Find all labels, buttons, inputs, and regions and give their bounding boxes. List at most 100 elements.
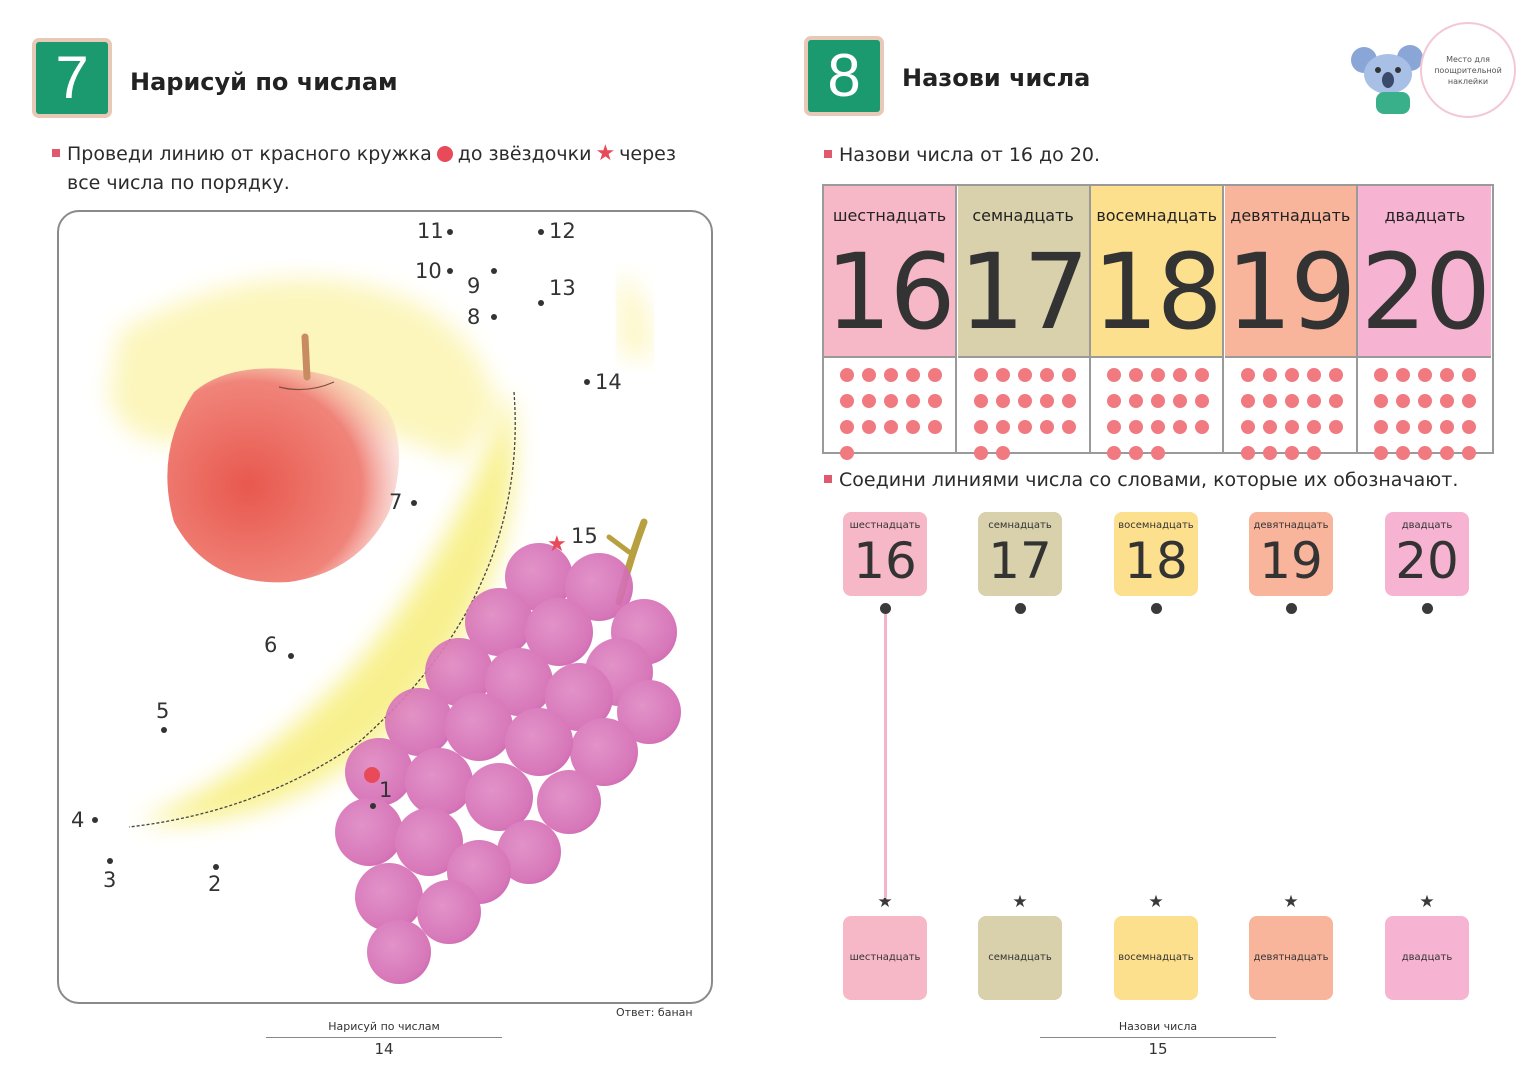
count-dot (1039, 420, 1054, 434)
count-dot (1173, 394, 1188, 408)
instruction-text: все числа по порядку. (67, 172, 290, 194)
connect-star-icon[interactable]: ★ (1012, 892, 1028, 912)
count-dot (1151, 446, 1166, 460)
connect-star-icon[interactable]: ★ (1148, 892, 1164, 912)
count-dot (906, 420, 920, 434)
word-card: двадцать (1385, 916, 1469, 1000)
answer-text: Ответ: банан (616, 1006, 693, 1019)
count-dot (1462, 394, 1477, 408)
connect-dot[interactable] (1286, 603, 1297, 614)
number-digit: 16 (825, 231, 955, 353)
footer-divider (266, 1037, 502, 1038)
number-table: шестнадцать 16 семнадцать 17 восемнадцать 18 д… (822, 184, 1494, 460)
count-dot (1107, 446, 1122, 460)
number-cell: шестнадцать 16 (824, 186, 956, 358)
number-card: шестнадцать 16 (843, 512, 927, 596)
card-word: шестнадцать (849, 520, 921, 531)
connect-dot[interactable] (1151, 603, 1162, 614)
bullet-marker (52, 149, 60, 157)
svg-text:★: ★ (547, 532, 567, 557)
card-digit: 16 (853, 532, 917, 590)
word-card: девятнадцать (1249, 916, 1333, 1000)
count-dot (995, 394, 1010, 408)
card-digit: 20 (1395, 532, 1459, 590)
number-column: семнадцать 17 (957, 186, 1091, 460)
red-star-icon: ★ (595, 141, 616, 166)
count-dot (840, 420, 854, 434)
number-column: шестнадцать 16 (824, 186, 957, 460)
count-dot (1039, 368, 1054, 382)
count-dot (1107, 394, 1122, 408)
number-digit: 18 (1092, 231, 1223, 353)
count-dot (862, 420, 876, 434)
count-dot (1440, 368, 1455, 382)
count-dot (973, 368, 988, 382)
card-word: восемнадцать (1118, 952, 1194, 963)
dot-label: 5 (156, 699, 170, 723)
count-dot (1195, 420, 1210, 434)
card-word: семнадцать (988, 952, 1052, 963)
number-column: восемнадцать 18 (1091, 186, 1225, 460)
dot-count (1370, 364, 1482, 468)
fruit-illustration: ★ (109, 272, 681, 984)
count-dot (1262, 420, 1277, 434)
dot-point (491, 268, 497, 274)
count-dot (862, 394, 876, 408)
connect-dot[interactable] (1015, 603, 1026, 614)
dot-label: 7 (389, 490, 403, 514)
dot-point (161, 727, 167, 733)
number-cell: девятнадцать 19 (1224, 186, 1356, 358)
dot-point (107, 858, 113, 864)
task-number-badge: 8 (808, 40, 880, 112)
card-word: девятнадцать (1253, 520, 1329, 531)
instruction: Назови числа от 16 до 20. (824, 141, 1100, 170)
number-word: шестнадцать (832, 206, 947, 225)
count-dot (1129, 368, 1144, 382)
count-dot (1262, 394, 1277, 408)
number-column: двадцать 20 (1358, 186, 1492, 460)
dot-point (370, 803, 376, 809)
count-dot (1328, 394, 1343, 408)
footer-title: Назови числа (1118, 1020, 1198, 1033)
count-dot (1396, 368, 1411, 382)
number-digit: 19 (1226, 231, 1356, 353)
count-dot (840, 446, 854, 460)
number-card: двадцать 20 (1385, 512, 1469, 596)
card-digit: 17 (988, 532, 1052, 590)
connect-dot[interactable] (1422, 603, 1433, 614)
count-dot (1418, 446, 1433, 460)
count-dot (973, 394, 988, 408)
number-column: девятнадцать 19 (1224, 186, 1358, 460)
number-cell: восемнадцать 18 (1091, 186, 1223, 358)
dot-point (411, 500, 417, 506)
count-dot (1440, 420, 1455, 434)
count-dot (1284, 368, 1299, 382)
dot-label: 9 (467, 274, 481, 298)
dot-label: 13 (549, 276, 576, 300)
count-dot (1240, 368, 1255, 382)
dot-label: 3 (103, 868, 117, 892)
count-dot (1418, 394, 1433, 408)
connect-star-icon[interactable]: ★ (1283, 892, 1299, 912)
count-dot (1017, 420, 1032, 434)
count-dot (1262, 446, 1277, 460)
card-word: девятнадцать (1253, 952, 1329, 963)
number-word: восемнадцать (1096, 206, 1218, 225)
word-card: шестнадцать (843, 916, 927, 1000)
count-dot (1284, 446, 1299, 460)
page-number: 15 (1148, 1040, 1168, 1058)
count-dot (906, 394, 920, 408)
connect-dot[interactable] (880, 603, 891, 614)
number-word: двадцать (1384, 206, 1466, 225)
count-dot (1306, 420, 1321, 434)
number-card: восемнадцать 18 (1114, 512, 1198, 596)
connect-star-icon[interactable]: ★ (1419, 892, 1435, 912)
count-dot (1374, 368, 1389, 382)
connect-star-icon[interactable]: ★ (877, 892, 893, 912)
count-dot (1396, 420, 1411, 434)
count-dot (1374, 420, 1389, 434)
count-dot (1017, 368, 1032, 382)
count-dot (928, 394, 942, 408)
task-number-badge: 7 (36, 42, 108, 114)
dot-point (538, 229, 544, 235)
